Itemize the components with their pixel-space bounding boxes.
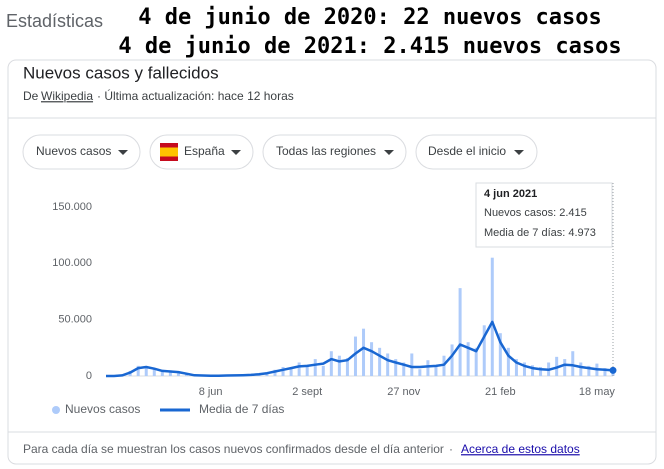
bar xyxy=(498,333,502,376)
dropdown-icon xyxy=(514,150,524,155)
card-title: Nuevos casos y fallecidos xyxy=(23,63,219,82)
y-tick-label: 0 xyxy=(86,370,92,382)
average-line xyxy=(106,320,614,378)
bar xyxy=(136,365,140,376)
footer-note: Para cada día se muestran los casos nuev… xyxy=(23,442,444,456)
tooltip-line: Media de 7 días: 4.973 xyxy=(484,227,596,239)
legend-swatch xyxy=(52,406,60,414)
bar xyxy=(345,357,349,376)
dropdown-icon xyxy=(231,150,241,155)
bar xyxy=(450,344,454,376)
bar xyxy=(418,369,422,376)
tooltip xyxy=(475,182,613,248)
filter-button[interactable] xyxy=(262,134,407,170)
bar xyxy=(611,373,615,376)
bar xyxy=(603,368,607,376)
overlay-line: 4 de junio de 2021: 2.415 nuevos casos xyxy=(118,34,621,59)
bar xyxy=(289,368,293,376)
bar xyxy=(184,374,188,376)
flag-stripe xyxy=(160,147,178,157)
bar xyxy=(587,365,591,376)
bar xyxy=(160,372,164,376)
bar xyxy=(337,355,341,376)
x-tick-label: 2 sept xyxy=(292,386,322,398)
x-tick-label: 27 nov xyxy=(387,386,421,398)
bar xyxy=(152,369,156,376)
updated: · Última actualización: hace 12 horas xyxy=(97,88,294,103)
bar xyxy=(305,364,309,376)
footer-separator: · xyxy=(449,442,453,456)
bar xyxy=(273,369,277,376)
filter-label: Desde el inicio xyxy=(428,144,506,158)
bar xyxy=(370,342,374,376)
section-title: Estadísticas xyxy=(6,11,103,31)
bar xyxy=(474,347,478,376)
bar xyxy=(506,347,510,376)
bar xyxy=(426,360,430,376)
filter-bar: Nuevos casos España Todas las regiones D… xyxy=(22,134,538,170)
bar xyxy=(579,362,583,376)
bar xyxy=(563,359,567,376)
bar xyxy=(281,366,285,376)
bar xyxy=(321,365,325,376)
bar xyxy=(144,367,148,376)
bar xyxy=(176,373,180,376)
overlay-line: 4 de junio de 2020: 22 nuevos casos xyxy=(138,5,602,30)
bar xyxy=(466,342,470,376)
filter-label: Nuevos casos xyxy=(36,144,111,158)
plot: 0 50.000 100.000 150.000 8 jun 2 sept 27 nov 21… xyxy=(52,182,617,416)
footer-link[interactable]: Acerca de estos datos xyxy=(461,442,580,456)
bar xyxy=(329,351,333,376)
bar xyxy=(353,336,357,376)
bar xyxy=(386,353,390,376)
bar xyxy=(522,362,526,376)
hover-point xyxy=(609,366,617,374)
filter-label: España xyxy=(184,144,225,158)
bar xyxy=(434,365,438,376)
bar xyxy=(297,362,301,376)
legend-label: Media de 7 días xyxy=(199,402,284,416)
bar xyxy=(168,370,172,376)
bar xyxy=(394,359,398,376)
filter-button[interactable] xyxy=(22,134,141,170)
source-link[interactable]: Wikipedia xyxy=(41,89,93,103)
bar xyxy=(378,347,382,376)
bar xyxy=(458,288,462,376)
tooltip-line: Nuevos casos: 2.415 xyxy=(484,207,587,219)
legend-label: Nuevos casos xyxy=(65,402,140,416)
dropdown-icon xyxy=(384,150,394,155)
source-prefix: De xyxy=(23,89,39,103)
tooltip-title: 4 jun 2021 xyxy=(484,188,537,200)
x-tick-label: 8 jun xyxy=(199,386,223,398)
y-tick-label: 100.000 xyxy=(52,257,92,269)
filter-label: Todas las regiones xyxy=(276,144,376,158)
x-tick-label: 18 may xyxy=(579,386,616,398)
x-tick-label: 21 feb xyxy=(485,386,516,398)
bar xyxy=(539,366,543,376)
bar xyxy=(571,351,575,376)
y-tick-label: 50.000 xyxy=(58,314,92,326)
y-tick-label: 150.000 xyxy=(52,201,92,213)
bar xyxy=(362,328,366,376)
bar xyxy=(313,359,317,376)
bar xyxy=(402,362,406,376)
dropdown-icon xyxy=(118,150,128,155)
bar xyxy=(482,325,486,376)
filter-button[interactable] xyxy=(415,134,538,170)
bar xyxy=(531,365,535,376)
bar xyxy=(514,359,518,376)
bar xyxy=(410,353,414,376)
bar xyxy=(490,257,494,376)
